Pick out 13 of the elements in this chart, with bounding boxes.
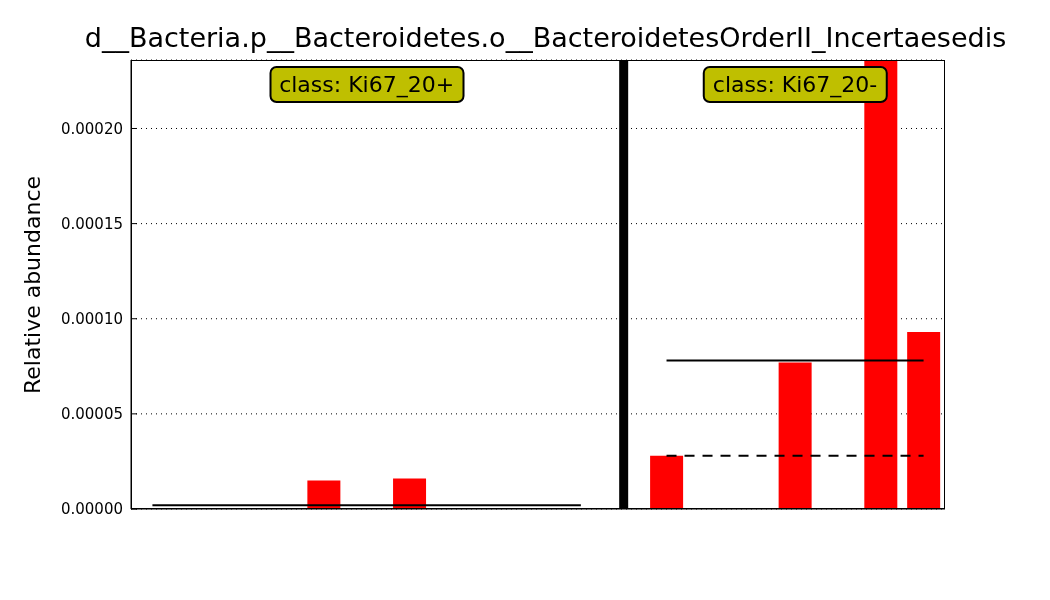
annotation: class: Ki67_20-	[702, 66, 888, 103]
bar	[307, 480, 341, 509]
y-tick-label: 0.00010	[60, 310, 123, 329]
y-axis-title: Relative abundance	[19, 175, 45, 395]
y-tick-label: 0.00000	[60, 500, 123, 519]
chart-title: d__Bacteria.p__Bacteroidetes.o__BacteroidetesOrderII_Incertaesedis	[83, 22, 1008, 53]
bar	[650, 455, 684, 509]
bar	[907, 332, 941, 509]
bar	[778, 362, 812, 509]
y-tick-label: 0.00015	[60, 214, 123, 233]
annotation: class: Ki67_20+	[269, 66, 465, 103]
y-tick-label: 0.00020	[60, 119, 123, 138]
y-tick-label: 0.00005	[60, 405, 123, 424]
